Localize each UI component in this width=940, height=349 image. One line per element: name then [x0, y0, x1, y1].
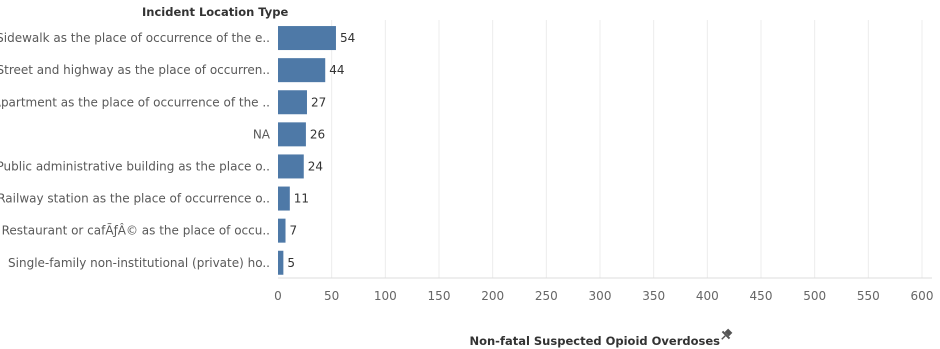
category-label: Single-family non-institutional (private…: [8, 256, 270, 270]
bar[interactable]: [278, 154, 304, 179]
category-label: Sidewalk as the place of occurrence of t…: [0, 31, 270, 45]
bar[interactable]: [278, 218, 286, 243]
grid-lines: [278, 20, 932, 279]
value-label: 7: [290, 224, 298, 238]
bar[interactable]: [278, 58, 326, 83]
x-tick-label: 600: [911, 289, 934, 303]
x-tick-label: 550: [857, 289, 880, 303]
category-label: Public administrative building as the pl…: [0, 159, 270, 173]
x-tick-label: 450: [750, 289, 773, 303]
category-label: Street and highway as the place of occur…: [0, 63, 270, 77]
value-label: 27: [311, 95, 326, 109]
category-label: Apartment as the place of occurrence of …: [0, 95, 270, 109]
x-tick-label: 300: [589, 289, 612, 303]
category-labels: Sidewalk as the place of occurrence of t…: [0, 31, 271, 270]
pin-icon[interactable]: [718, 327, 734, 343]
x-tick-label: 250: [535, 289, 558, 303]
bar[interactable]: [278, 122, 306, 147]
category-label: NA: [253, 127, 271, 141]
value-label: 44: [329, 63, 344, 77]
bar[interactable]: [278, 250, 284, 275]
value-label: 24: [308, 159, 323, 173]
category-label: Railway station as the place of occurren…: [0, 192, 270, 206]
x-tick-label: 400: [696, 289, 719, 303]
bar[interactable]: [278, 90, 307, 115]
bar[interactable]: [278, 26, 336, 51]
x-axis-ticks: 0 50 100 150 200 250 300 350 400 450 500 550 600: [274, 289, 933, 303]
row-header: Incident Location Type: [142, 5, 288, 19]
bar[interactable]: [278, 186, 290, 211]
x-axis-title: Non-fatal Suspected Opioid Overdoses: [469, 334, 720, 348]
x-tick-label: 350: [642, 289, 665, 303]
x-tick-label: 100: [374, 289, 397, 303]
x-tick-label: 500: [803, 289, 826, 303]
x-tick-label: 150: [428, 289, 451, 303]
x-tick-label: 0: [274, 289, 282, 303]
category-label: Restaurant or cafÃƒÂ© as the place of oc…: [2, 223, 270, 238]
value-label: 11: [294, 192, 309, 206]
value-label: 26: [310, 127, 325, 141]
bars: [278, 26, 336, 275]
x-tick-label: 200: [481, 289, 504, 303]
value-label: 54: [340, 31, 355, 45]
x-tick-label: 50: [324, 289, 339, 303]
value-label: 5: [287, 256, 295, 270]
value-labels: 54 44 27 26 24 11 7 5: [287, 31, 355, 270]
